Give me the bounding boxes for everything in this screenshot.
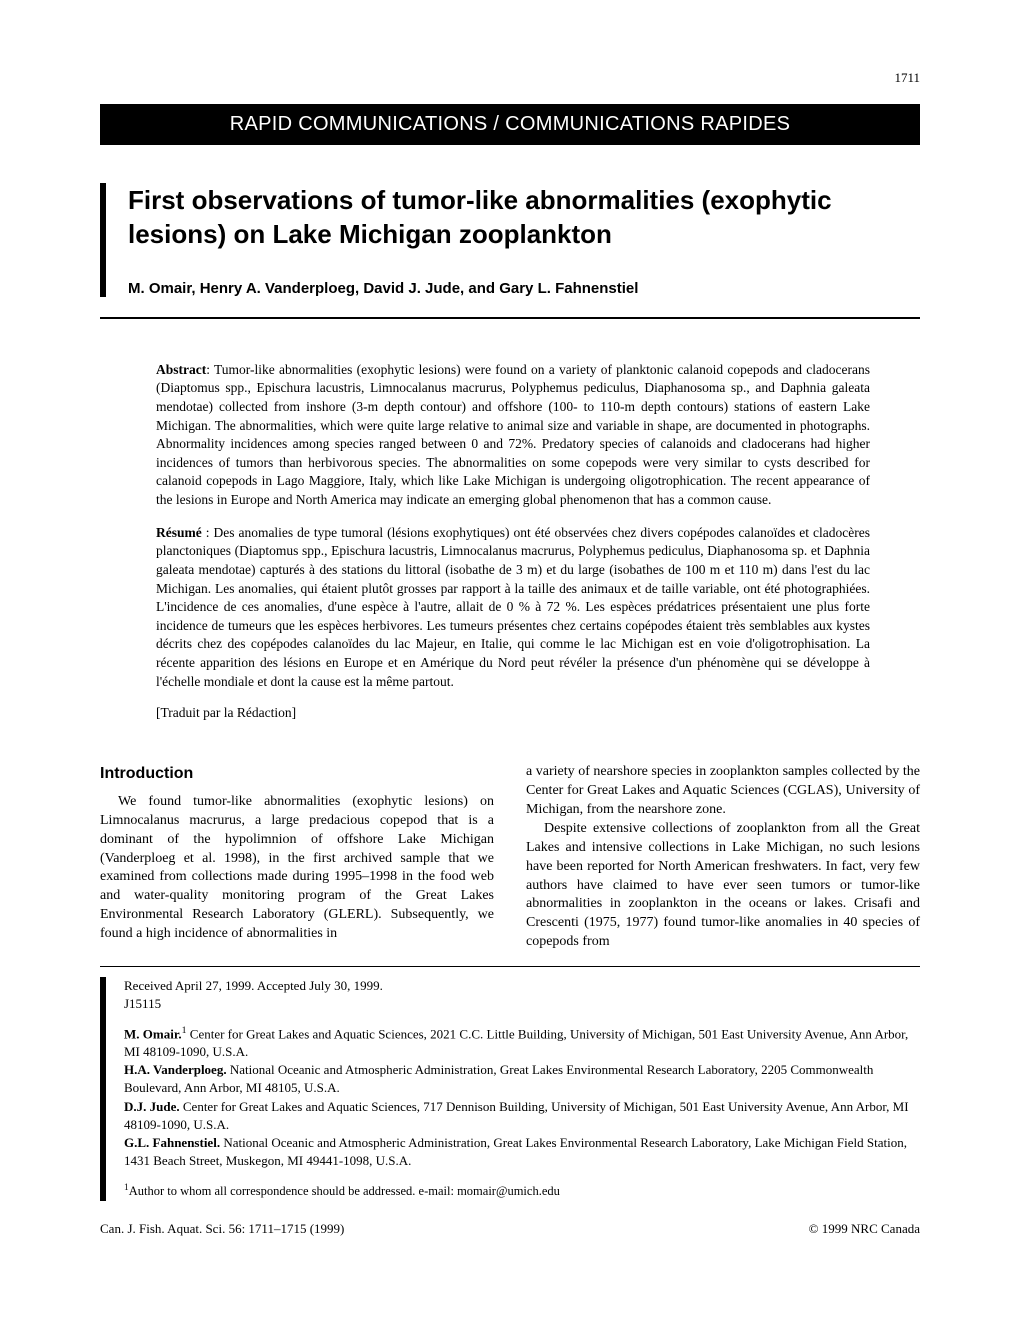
abstract-fr: Résumé : Des anomalies de type tumoral (… <box>156 524 870 692</box>
copyright: © 1999 NRC Canada <box>809 1221 920 1237</box>
corresponding-text: Author to whom all correspondence should… <box>129 1185 560 1199</box>
abstract-text: : Tumor-like abnormalities (exophytic le… <box>156 362 870 507</box>
right-column: a variety of nearshore species in zoopla… <box>526 763 920 952</box>
corresponding-author: 1Author to whom all correspondence shoul… <box>124 1182 920 1201</box>
affiliations: M. Omair.1 Center for Great Lakes and Aq… <box>124 1024 920 1171</box>
citation: Can. J. Fish. Aquat. Sci. 56: 1711–1715 … <box>100 1221 344 1237</box>
received-info: Received April 27, 1999. Accepted July 3… <box>124 977 920 1013</box>
left-column: Introduction We found tumor-like abnorma… <box>100 763 494 952</box>
affiliation: G.L. Fahnenstiel. National Oceanic and A… <box>124 1134 920 1170</box>
intro-para-left: We found tumor-like abnormalities (exoph… <box>100 793 494 944</box>
intro-para-right-2: Despite extensive collections of zooplan… <box>526 820 920 952</box>
resume-text: : Des anomalies de type tumoral (lésions… <box>156 525 870 689</box>
bottom-line: Can. J. Fish. Aquat. Sci. 56: 1711–1715 … <box>100 1221 920 1237</box>
authors: M. Omair, Henry A. Vanderploeg, David J.… <box>128 280 920 297</box>
section-banner: RAPID COMMUNICATIONS / COMMUNICATIONS RA… <box>100 104 920 145</box>
translation-note: [Traduit par la Rédaction] <box>156 705 870 721</box>
intro-para-right-1: a variety of nearshore species in zoopla… <box>526 763 920 820</box>
affiliation: D.J. Jude. Center for Great Lakes and Aq… <box>124 1098 920 1134</box>
abstract-label: Abstract <box>156 362 206 377</box>
abstract-en: Abstract: Tumor-like abnormalities (exop… <box>156 361 870 510</box>
received-date: Received April 27, 1999. Accepted July 3… <box>124 977 920 995</box>
body-columns: Introduction We found tumor-like abnorma… <box>100 763 920 952</box>
page-number: 1711 <box>100 70 920 86</box>
manuscript-id: J15115 <box>124 995 920 1013</box>
footer-block: Received April 27, 1999. Accepted July 3… <box>100 977 920 1201</box>
affiliation: M. Omair.1 Center for Great Lakes and Aq… <box>124 1024 920 1062</box>
introduction-heading: Introduction <box>100 763 494 785</box>
title-block: First observations of tumor-like abnorma… <box>100 183 920 297</box>
resume-label: Résumé <box>156 525 202 540</box>
article-title: First observations of tumor-like abnorma… <box>128 183 920 252</box>
footer-rule <box>100 966 920 967</box>
abstract-block: Abstract: Tumor-like abnormalities (exop… <box>156 361 870 722</box>
title-rule <box>100 317 920 319</box>
affiliation: H.A. Vanderploeg. National Oceanic and A… <box>124 1061 920 1097</box>
